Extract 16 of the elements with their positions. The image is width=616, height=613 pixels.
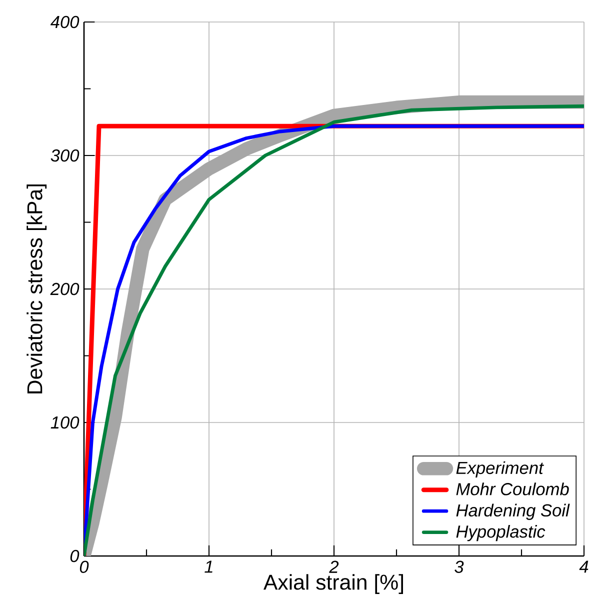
legend-label: Mohr Coulomb: [456, 482, 569, 496]
y-tick-label: 100: [50, 416, 80, 429]
x-tick-label: 1: [204, 560, 212, 573]
legend-label: Experiment: [456, 461, 544, 478]
legend-label: Hardening Soil: [456, 504, 570, 520]
x-axis-title: Axial strain [%]: [264, 574, 403, 594]
y-tick-label: 0: [70, 550, 80, 562]
y-tick-label: 200: [50, 282, 80, 296]
x-tick-label: 0: [80, 560, 89, 573]
x-tick-label: 3: [454, 560, 464, 573]
legend-label: Hypoplastic: [456, 525, 546, 542]
y-axis-title: Deviatoric stress [kPa]: [26, 184, 47, 394]
x-tick-label: 4: [579, 560, 588, 573]
y-tick-label: 400: [50, 16, 80, 28]
x-tick-label: 2: [329, 560, 339, 573]
y-tick-label: 300: [50, 149, 80, 162]
